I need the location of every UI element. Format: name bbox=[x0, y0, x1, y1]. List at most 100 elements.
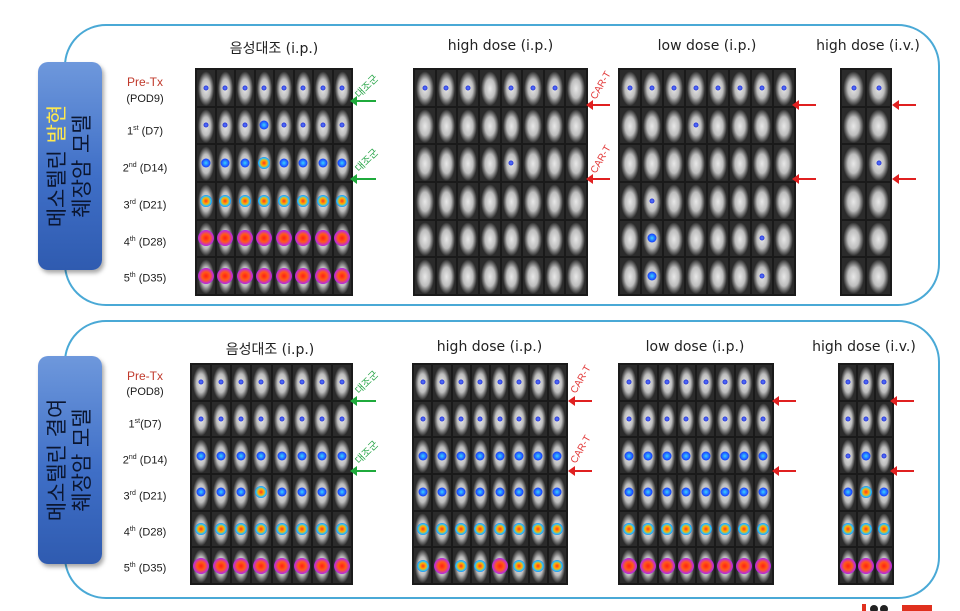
mouse-image bbox=[774, 220, 794, 257]
side-label-text: 메소텔린 발현 췌장암 모델 bbox=[45, 105, 95, 228]
tumor-signal bbox=[703, 416, 709, 422]
mouse-image bbox=[292, 365, 311, 400]
tumor-signal bbox=[661, 522, 674, 535]
mouse-image bbox=[414, 438, 432, 473]
mouse-image bbox=[458, 220, 478, 257]
tumor-signal bbox=[222, 85, 228, 91]
mouse-image bbox=[686, 70, 706, 106]
mouse-image bbox=[752, 183, 772, 219]
mouse-image bbox=[332, 548, 351, 583]
mouse-image bbox=[501, 183, 522, 219]
tumor-signal bbox=[218, 379, 224, 385]
tumor-signal bbox=[339, 122, 345, 128]
mouse-image bbox=[754, 365, 772, 400]
mouse-image bbox=[314, 183, 332, 219]
tumor-signal bbox=[458, 379, 464, 385]
mouse-image bbox=[458, 107, 478, 144]
tumor-signal bbox=[456, 487, 466, 497]
tumor-signal bbox=[738, 522, 751, 535]
mouse-image bbox=[312, 511, 331, 547]
mouse-image bbox=[754, 401, 772, 437]
red-arrow bbox=[772, 466, 796, 476]
mouse-image bbox=[458, 258, 478, 294]
tumor-signal bbox=[197, 230, 214, 247]
tumor-signal bbox=[512, 522, 525, 535]
mouse-image bbox=[664, 183, 684, 219]
tumor-signal bbox=[334, 268, 351, 285]
tumor-signal bbox=[624, 487, 634, 497]
group-title-high-iv: high dose (i.v.) bbox=[816, 38, 920, 54]
tumor-signal bbox=[317, 487, 327, 497]
tumor-signal bbox=[863, 379, 869, 385]
mouse-image bbox=[708, 258, 728, 294]
mouse-image bbox=[433, 401, 451, 437]
tumor-signal bbox=[443, 85, 449, 91]
mouse-image bbox=[523, 107, 543, 144]
mouse-image bbox=[272, 401, 291, 437]
red-arrow bbox=[892, 174, 916, 184]
mouse-image bbox=[275, 183, 293, 219]
tumor-signal bbox=[300, 122, 306, 128]
mouse-image bbox=[752, 220, 772, 257]
mouse-image bbox=[548, 438, 566, 473]
mouse-image bbox=[415, 183, 435, 219]
mouse-image bbox=[292, 438, 311, 473]
row-label-5th: 5th (D35) bbox=[123, 562, 167, 575]
mouse-image bbox=[333, 70, 351, 106]
mouse-image bbox=[867, 258, 890, 294]
side-label-line2: 췌장암 모델 bbox=[70, 408, 94, 512]
mouse-image bbox=[876, 511, 892, 547]
green-arrow bbox=[350, 174, 376, 184]
mouse-image bbox=[292, 548, 311, 583]
tumor-signal bbox=[256, 268, 273, 285]
mouse-image bbox=[212, 475, 231, 510]
side-label-text: 메소텔린 결여 췌장암 모델 bbox=[45, 399, 95, 522]
tumor-signal bbox=[298, 158, 308, 168]
tumor-signal bbox=[337, 158, 347, 168]
mouse-image bbox=[730, 107, 750, 144]
mouse-image bbox=[232, 548, 251, 583]
mouse-image bbox=[216, 258, 234, 294]
tumor-signal bbox=[678, 557, 695, 574]
mouse-image bbox=[471, 365, 489, 400]
tumor-signal bbox=[664, 379, 670, 385]
tumor-signal bbox=[845, 453, 851, 459]
image-grid-neg-control bbox=[190, 363, 353, 585]
tumor-signal bbox=[737, 85, 743, 91]
mouse-image bbox=[294, 258, 312, 294]
tumor-signal bbox=[335, 522, 348, 535]
tumor-signal bbox=[253, 557, 270, 574]
tumor-signal bbox=[693, 85, 699, 91]
tumor-signal bbox=[554, 416, 560, 422]
tumor-signal bbox=[217, 230, 234, 247]
mouse-image bbox=[642, 70, 662, 106]
tumor-signal bbox=[508, 85, 514, 91]
mouse-image bbox=[523, 220, 543, 257]
mouse-image bbox=[697, 511, 715, 547]
tumor-signal bbox=[718, 522, 731, 535]
mouse-image bbox=[867, 220, 890, 257]
mouse-image bbox=[620, 145, 640, 181]
mouse-image bbox=[252, 438, 271, 473]
mouse-image bbox=[716, 475, 734, 510]
tumor-signal bbox=[722, 379, 728, 385]
side-label-line1: 메소텔린 결여 bbox=[45, 398, 69, 522]
tumor-signal bbox=[497, 379, 503, 385]
mouse-image bbox=[642, 183, 662, 219]
mouse-image bbox=[735, 511, 753, 547]
mouse-image bbox=[314, 145, 332, 181]
mouse-image bbox=[754, 511, 772, 547]
mouse-image bbox=[197, 145, 215, 181]
tumor-signal bbox=[218, 416, 224, 422]
tumor-signal bbox=[620, 557, 637, 574]
mouse-image bbox=[275, 107, 293, 144]
mouse-image bbox=[197, 70, 215, 106]
tumor-signal bbox=[662, 487, 672, 497]
mouse-image bbox=[414, 511, 432, 547]
tumor-signal bbox=[455, 559, 468, 572]
mouse-image bbox=[197, 107, 215, 144]
mouse-image bbox=[730, 258, 750, 294]
tumor-signal bbox=[236, 451, 246, 461]
tumor-signal bbox=[477, 416, 483, 422]
mouse-image bbox=[620, 548, 638, 583]
